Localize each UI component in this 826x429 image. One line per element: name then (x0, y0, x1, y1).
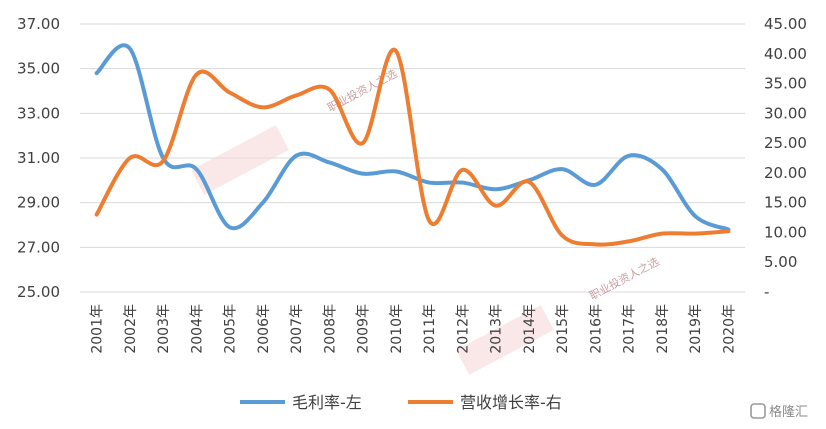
legend-label-gross-margin: 毛利率-左 (292, 393, 362, 412)
x-tick-label: 2011年 (422, 304, 438, 354)
watermark-stamp-bottom (456, 305, 554, 375)
left-tick-label: 31.00 (17, 149, 60, 167)
x-tick-label: 2016年 (588, 304, 604, 354)
brand-icon (750, 403, 766, 419)
x-tick-label: 2010年 (389, 304, 405, 354)
series-lines (94, 43, 731, 247)
x-tick-label: 2003年 (156, 304, 172, 354)
x-tick-label: 2015年 (555, 304, 571, 354)
x-tick-label: 2001年 (90, 304, 106, 354)
x-tick-label: 2019年 (688, 304, 704, 354)
grid-lines (80, 23, 745, 293)
x-tick-label: 2004年 (189, 304, 205, 354)
watermark-text-top: 职业投资人之选 (325, 66, 400, 115)
series-line-revenue-growth (94, 47, 731, 247)
left-tick-label: 25.00 (17, 283, 60, 301)
brand-logo: 格隆汇 (750, 403, 808, 420)
x-tick-label: 2007年 (289, 304, 305, 354)
left-tick-label: 29.00 (17, 194, 60, 212)
right-tick-label: 25.00 (764, 134, 807, 152)
right-tick-label: 45.00 (764, 15, 807, 33)
x-axis-ticks: 2001年 2002年 2003年 2004年 2005年 2006年 2007年 2008年… (90, 304, 738, 354)
left-axis-ticks: 25.00 27.00 29.00 31.00 33.00 35.00 37.00 (17, 15, 60, 301)
left-tick-label: 37.00 (17, 15, 60, 33)
right-tick-label: 5.00 (764, 253, 797, 271)
series-line-gross-margin (94, 43, 731, 232)
x-tick-label: 2013年 (489, 304, 505, 354)
watermark-stamp-left (191, 125, 289, 195)
right-tick-label: 20.00 (764, 164, 807, 182)
right-tick-label: 15.00 (764, 194, 807, 212)
x-tick-label: 2002年 (123, 304, 139, 354)
x-tick-label: 2020年 (721, 304, 737, 354)
legend-label-revenue-growth: 营收增长率-右 (460, 393, 562, 412)
legend: 毛利率-左 营收增长率-右 (240, 393, 562, 412)
right-tick-label: 30.00 (764, 104, 807, 122)
x-tick-label: 2018年 (655, 304, 671, 354)
x-tick-label: 2012年 (455, 304, 471, 354)
right-tick-label: 10.00 (764, 223, 807, 241)
x-tick-label: 2006年 (256, 304, 272, 354)
x-tick-label: 2017年 (622, 304, 638, 354)
right-tick-label: 35.00 (764, 75, 807, 93)
right-tick-label: - (764, 283, 769, 301)
left-tick-label: 27.00 (17, 238, 60, 256)
watermark-text-bottom: 职业投资人之选 (587, 254, 662, 303)
right-axis-ticks: - 5.00 10.00 15.00 20.00 25.00 30.00 35.00 40.00… (764, 15, 807, 301)
left-tick-label: 35.00 (17, 60, 60, 78)
left-tick-label: 33.00 (17, 104, 60, 122)
x-tick-label: 2005年 (223, 304, 239, 354)
x-tick-label: 2009年 (356, 304, 372, 354)
right-tick-label: 40.00 (764, 45, 807, 63)
x-tick-label: 2008年 (322, 304, 338, 354)
brand-label: 格隆汇 (769, 404, 808, 420)
x-tick-label: 2014年 (522, 304, 538, 354)
